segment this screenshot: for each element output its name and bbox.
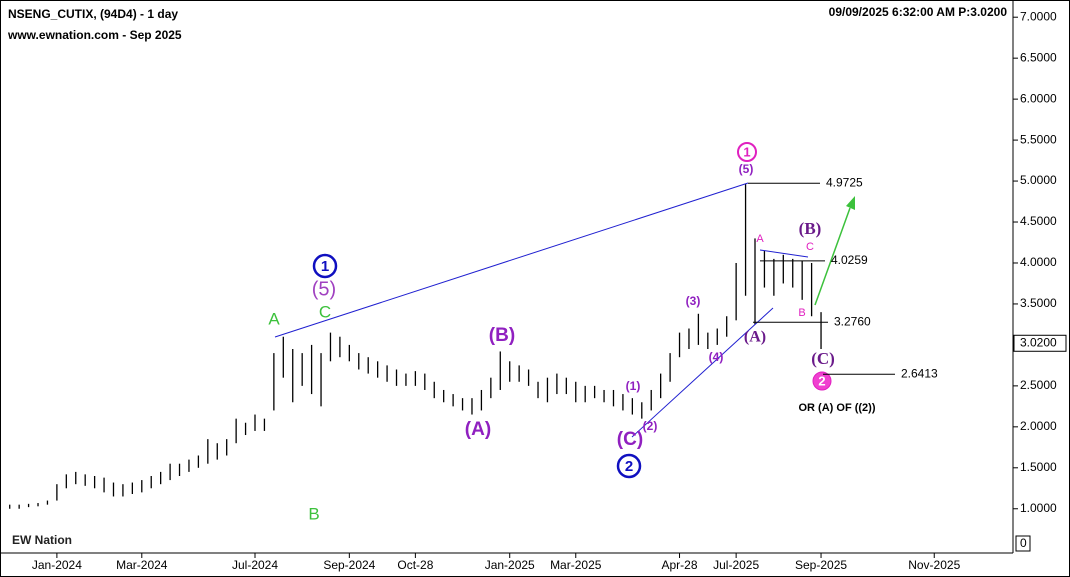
title: NSENG_CUTIX, (94D4) - 1 day [8, 7, 178, 21]
label-box [1015, 535, 1031, 552]
x-tick-label: Sep-2024 [323, 558, 375, 572]
wave-label: (B) [489, 325, 515, 346]
wave-label: (4) [709, 350, 724, 364]
y-tick-label: 3.5000 [1020, 296, 1057, 310]
arrow [814, 207, 851, 306]
wave-label: A [756, 233, 764, 245]
wave-label: C [319, 302, 331, 321]
wave-label: (B) [799, 219, 822, 238]
y-tick-label: 4.0000 [1020, 255, 1057, 269]
wave-label: 1 [321, 258, 329, 275]
wave-label: (5) [739, 162, 754, 176]
note: OR (A) OF ((2)) [799, 402, 876, 414]
logo: EW Nation [12, 533, 72, 547]
wave-label: 2 [818, 373, 825, 388]
y-tick-label: 1.5000 [1020, 460, 1057, 474]
y-tick-label: 6.0000 [1020, 91, 1057, 105]
wave-label: 2 [625, 458, 633, 475]
x-tick-label: Apr-28 [662, 558, 698, 572]
y-tick-label: 6.5000 [1020, 50, 1057, 64]
price-box [1013, 334, 1067, 352]
wave-label: C [806, 241, 814, 253]
level-label: 4.9725 [826, 175, 863, 189]
wave-label: (C) [617, 429, 643, 450]
wave-label: (A) [744, 329, 766, 346]
x-tick-label: Jul-2025 [713, 558, 759, 572]
x-tick-label: Sep-2025 [795, 558, 847, 572]
trend-line [274, 182, 749, 338]
price-label: 3.0200 [1020, 335, 1057, 349]
wave-label: (A) [465, 419, 491, 440]
wave-label: (C) [811, 349, 835, 368]
wave-label: (2) [643, 419, 658, 433]
wave-label: B [798, 307, 805, 319]
wave-label: 1 [743, 144, 750, 159]
x-tick-label: Mar-2024 [116, 558, 168, 572]
wave-circle [812, 371, 832, 391]
y-tick-label: 5.0000 [1020, 173, 1057, 187]
wave-label: A [268, 309, 280, 328]
level-label: 2.6413 [901, 366, 938, 380]
wave-label: (1) [626, 379, 641, 393]
subtitle: www.ewnation.com - Sep 2025 [7, 28, 182, 42]
timestamp: 09/09/2025 6:32:00 AM P:3.0200 [829, 5, 1008, 19]
y-tick-label: 7.0000 [1020, 9, 1057, 23]
y-tick-label: 4.5000 [1020, 214, 1057, 228]
level-label: 4.0259 [831, 253, 868, 267]
x-tick-label: Jan-2024 [32, 558, 82, 572]
wave-label: (3) [686, 294, 701, 308]
trend-line [631, 307, 774, 438]
wave-circle [616, 453, 642, 479]
wave-circle [312, 253, 338, 279]
level-label: 3.2760 [834, 314, 871, 328]
x-tick-label: Oct-28 [397, 558, 433, 572]
arrow-head [846, 196, 855, 210]
plot [9, 183, 822, 509]
wave-label: (5) [312, 278, 336, 300]
trend-line [759, 249, 809, 258]
x-tick-label: Jan-2025 [485, 558, 535, 572]
x-tick-label: Mar-2025 [550, 558, 602, 572]
y-tick-label: 2.0000 [1020, 419, 1057, 433]
wave-circle [737, 142, 757, 162]
y-tick-label: 5.5000 [1020, 132, 1057, 146]
y-tick-label: 2.5000 [1020, 378, 1057, 392]
x-tick-label: Nov-2025 [908, 558, 960, 572]
wave-label: B [308, 504, 319, 523]
y-tick-label: 1.0000 [1020, 501, 1057, 515]
y-tick-label: 0 [1020, 536, 1027, 550]
x-tick-label: Jul-2024 [232, 558, 278, 572]
